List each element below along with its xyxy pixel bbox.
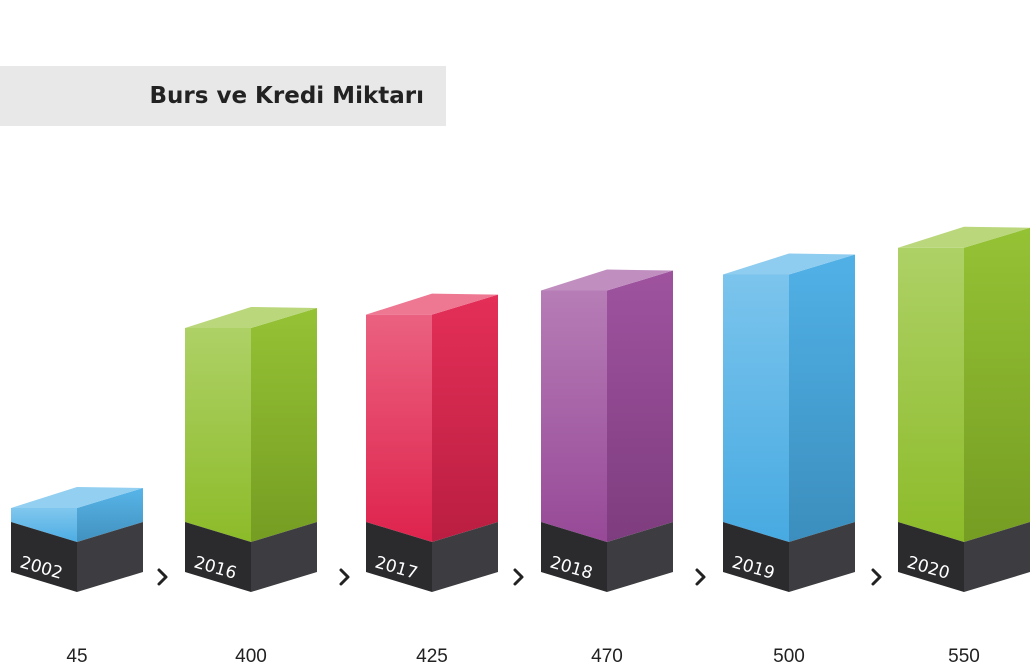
bar-top-face — [11, 487, 143, 508]
bar-front-face — [11, 508, 77, 542]
value-label: 550 — [948, 646, 980, 667]
base-side-face — [789, 522, 855, 592]
base-front-face — [366, 522, 432, 592]
bar-2018: 2018 — [541, 269, 673, 592]
bar-2019: 2019 — [723, 253, 855, 592]
bar-front-face — [723, 274, 789, 542]
value-label: 400 — [235, 646, 267, 667]
base-side-face — [432, 522, 498, 592]
bar-side-face — [607, 270, 673, 542]
bar-2016: 2016 — [185, 307, 317, 592]
base-front-face — [723, 522, 789, 592]
chevron-right-icon — [339, 568, 350, 586]
value-label: 45 — [66, 646, 87, 667]
chevron-right-icon — [695, 568, 706, 586]
base-side-face — [251, 522, 317, 592]
bar-front-face — [898, 247, 964, 542]
bar-top-face — [541, 269, 673, 291]
bar-2020: 2020 — [898, 226, 1030, 592]
value-label: 470 — [591, 646, 623, 667]
bar-side-face — [77, 488, 143, 542]
chevron-right-icon — [871, 568, 882, 586]
base-side-face — [607, 522, 673, 592]
bar-front-face — [366, 314, 432, 542]
chevron-right-icon — [157, 568, 168, 586]
value-label: 425 — [416, 646, 448, 667]
chevron-right-icon — [513, 568, 524, 586]
value-label: 500 — [773, 646, 805, 667]
bar-front-face — [541, 290, 607, 542]
bar-side-face — [789, 254, 855, 542]
bar-side-face — [964, 227, 1030, 542]
bar-front-face — [185, 328, 251, 542]
base-front-face — [11, 522, 77, 592]
chart-title: Burs ve Kredi Miktarı — [149, 83, 424, 109]
base-side-face — [77, 522, 143, 592]
base-front-face — [898, 522, 964, 592]
bar-side-face — [251, 308, 317, 542]
title-banner: Burs ve Kredi Miktarı — [0, 66, 446, 126]
bar-side-face — [432, 294, 498, 542]
base-side-face — [964, 522, 1030, 592]
bar-2017: 2017 — [366, 293, 498, 592]
bar-2002: 2002 — [11, 487, 143, 592]
bar-top-face — [898, 226, 1030, 248]
base-front-face — [185, 522, 251, 592]
bar-top-face — [366, 293, 498, 315]
base-front-face — [541, 522, 607, 592]
bar-top-face — [723, 253, 855, 275]
bar-top-face — [185, 307, 317, 328]
